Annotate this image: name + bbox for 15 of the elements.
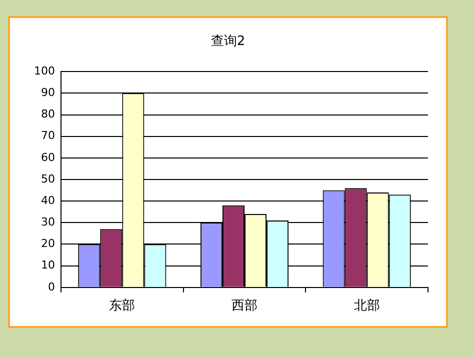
y-tick-label: 100	[34, 64, 55, 78]
y-tick-label: 40	[40, 194, 55, 207]
x-tick-label: 北部	[354, 298, 380, 314]
y-tick-label: 90	[40, 86, 55, 100]
y-tick-label: 70	[40, 129, 55, 142]
y-tick-label: 50	[40, 172, 55, 186]
y-tick-label: 20	[40, 237, 55, 250]
x-tick-label: 东部	[109, 298, 136, 314]
y-tick-label: 60	[40, 150, 55, 164]
y-tick-label: 0	[48, 280, 55, 294]
y-tick-label: 80	[40, 108, 55, 121]
y-tick-label: 30	[40, 216, 55, 229]
chart-title: 查询2	[210, 34, 246, 50]
x-tick-label: 西部	[232, 298, 258, 314]
y-tick-label: 10	[40, 258, 55, 272]
